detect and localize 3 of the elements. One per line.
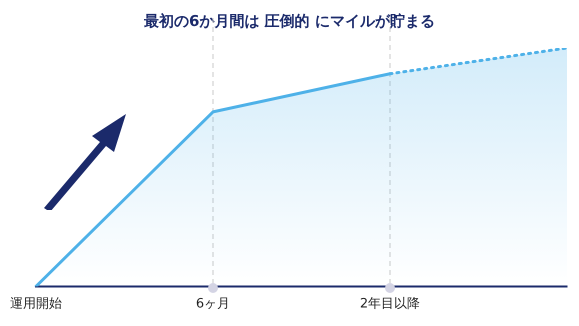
x-tick-label: 運用開始 bbox=[10, 296, 62, 312]
x-tick-label: 6ヶ月 bbox=[196, 296, 230, 312]
x-tick-label: 2年目以降 bbox=[360, 296, 420, 312]
